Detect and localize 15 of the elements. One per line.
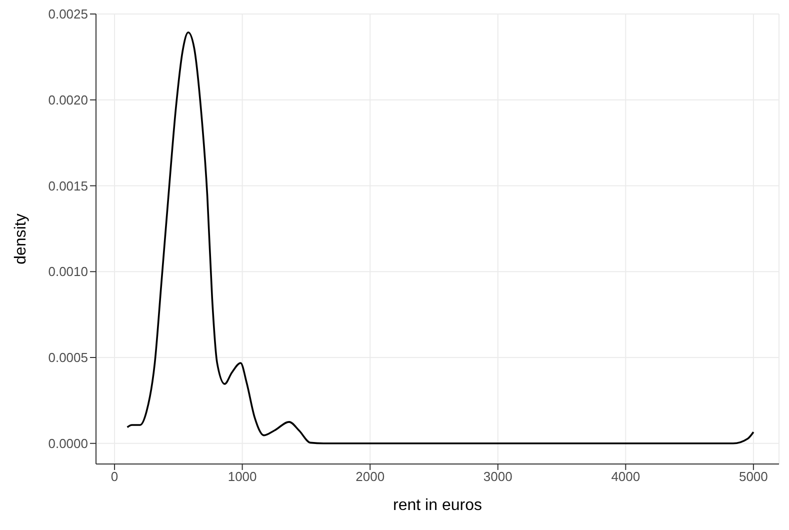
y-axis-title: density <box>12 214 30 264</box>
y-tick-label: 0.0010 <box>48 264 88 280</box>
y-tick-label: 0.0000 <box>48 436 88 452</box>
x-tick-label: 5000 <box>738 469 768 484</box>
line-series <box>126 31 754 444</box>
y-tick-label: 0.0015 <box>48 178 88 194</box>
x-tick-label: 2000 <box>356 469 385 484</box>
x-tick-label: 1000 <box>228 469 257 484</box>
x-tick-label: 0 <box>110 469 118 484</box>
x-tick-label: 4000 <box>611 469 640 484</box>
y-tick-label: 0.0020 <box>48 92 88 108</box>
x-tick-label: 3000 <box>483 469 512 484</box>
x-axis-title: rent in euros <box>393 497 482 514</box>
y-tick-label: 0.0025 <box>48 6 88 22</box>
y-tick-label: 0.0005 <box>48 350 88 366</box>
